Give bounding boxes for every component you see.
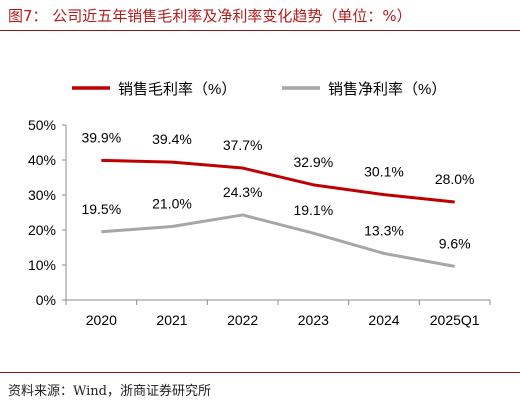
y-tick-label: 50% [28, 117, 56, 133]
series-line-net-margin [101, 213, 455, 268]
net-margin-data-label: 19.1% [293, 202, 333, 218]
gross-margin-data-label: 37.7% [223, 137, 263, 153]
chart-legend: 销售毛利率（%） 销售净利率（%） [72, 81, 446, 98]
net-margin-data-label: 13.3% [364, 222, 404, 238]
y-tick-label: 40% [28, 152, 56, 168]
figure-title: 图7： 公司近五年销售毛利率及净利率变化趋势（单位：%） [8, 7, 412, 25]
chart-axes: 0% 10% 20% 30% 40% 50% 2020 2021 2022 2023 2024 202… [28, 117, 491, 328]
gross-margin-data-label: 30.1% [364, 164, 404, 180]
y-tick-label: 20% [28, 222, 56, 238]
title-bar: 图7： 公司近五年销售毛利率及净利率变化趋势（单位：%） [0, 0, 520, 31]
net-margin-data-label: 24.3% [223, 184, 263, 200]
line-chart: 销售毛利率（%） 销售净利率（%） 0% 10% 20% 30% 40% 50% 2020 20… [28, 81, 491, 328]
legend-net-margin-label: 销售净利率（%） [328, 81, 446, 98]
x-tick-label: 2024 [368, 312, 399, 328]
gross-margin-data-label: 28.0% [435, 171, 475, 187]
y-tick-label: 0% [36, 292, 56, 308]
net-margin-data-label: 21.0% [152, 196, 192, 212]
gross-margin-data-label: 39.4% [152, 131, 192, 147]
net-margin-data-label: 9.6% [439, 235, 471, 251]
x-tick-label: 2023 [298, 312, 329, 328]
legend-gross-margin-label: 销售毛利率（%） [118, 81, 236, 98]
gross-margin-data-label: 39.9% [81, 129, 121, 145]
source-note: 资料来源：Wind，浙商证券研究所 [8, 384, 211, 399]
chart-data-labels: 39.9% 39.4% 37.7% 32.9% 30.1% 28.0% 19.5% 21.0%… [81, 129, 474, 251]
y-tick-label: 10% [28, 257, 56, 273]
gross-margin-data-label: 32.9% [293, 154, 333, 170]
net-margin-data-label: 19.5% [81, 201, 121, 217]
source-bar: 资料来源：Wind，浙商证券研究所 [0, 372, 520, 403]
x-tick-label: 2020 [86, 312, 117, 328]
chart-lines [101, 158, 455, 268]
y-tick-label: 30% [28, 187, 56, 203]
x-tick-label: 2025Q1 [430, 312, 480, 328]
x-tick-label: 2022 [227, 312, 258, 328]
series-line-gross-margin [101, 158, 455, 204]
x-tick-label: 2021 [156, 312, 187, 328]
